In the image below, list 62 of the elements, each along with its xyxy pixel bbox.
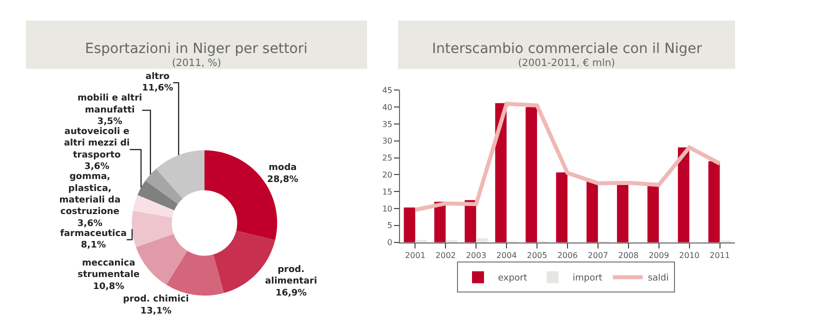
- line-series: [413, 102, 722, 212]
- y-tick-label: 15: [382, 187, 392, 196]
- bar: [556, 172, 568, 242]
- y-tick-label: 25: [382, 154, 392, 163]
- bar: [404, 208, 416, 242]
- bar: [526, 107, 538, 242]
- slice-label: gomma, plastica, materiali da costruzione: [59, 172, 121, 218]
- donut-slice: [132, 194, 174, 218]
- slice-label: meccanica strumentale: [78, 258, 140, 280]
- data-label: 8,1%: [80, 240, 106, 251]
- data-label: 13,1%: [140, 306, 172, 316]
- data-label: 10,8%: [92, 282, 124, 292]
- data-label: 3,6%: [84, 162, 110, 172]
- x-tick-label: 2004: [496, 250, 517, 260]
- bar: [616, 183, 628, 242]
- bar: [495, 103, 507, 242]
- x-tick-label: 2006: [557, 250, 578, 260]
- x-tick-label: 2001: [405, 250, 426, 260]
- legend-label: saldi: [648, 274, 669, 284]
- data-label: 11,6%: [142, 84, 174, 94]
- donut-slice: [156, 150, 204, 199]
- slice-label: farmaceutica: [60, 228, 127, 239]
- x-tick-label: 2010: [679, 250, 700, 260]
- x-tick-label: 2002: [436, 250, 456, 260]
- x-tick-label: 2009: [648, 250, 670, 260]
- slice-label: prod. alimentari: [265, 264, 318, 287]
- x-tick-label: 2005: [526, 250, 548, 260]
- chart-title: Interscambio commerciale con il Niger: [432, 41, 702, 57]
- x-tick-label: 2007: [588, 250, 608, 260]
- y-tick-label: 35: [382, 120, 392, 129]
- legend-label: export: [498, 274, 528, 284]
- donut-slice: [145, 168, 183, 204]
- data-label: 16,9%: [275, 288, 307, 298]
- donut-slice: [132, 210, 174, 248]
- slice-label: mobili e altri manufatti: [77, 94, 142, 116]
- bar: [678, 147, 690, 242]
- chart-title: Esportazioni in Niger per settori: [85, 41, 308, 57]
- data-label: 3,6%: [77, 218, 102, 229]
- y-tick-label: 20: [382, 170, 392, 180]
- x-tick-label: 2008: [618, 250, 639, 260]
- bar: [586, 181, 598, 242]
- y-tick-label: 10: [382, 204, 392, 214]
- legend-label: import: [572, 274, 603, 284]
- y-tick-label: 40: [382, 102, 392, 112]
- y-tick-label: 5: [387, 221, 392, 230]
- y-tick-label: 0: [387, 238, 392, 248]
- x-tick-label: 2011: [710, 250, 730, 260]
- donut-slice: [137, 180, 178, 210]
- slice-label: moda: [268, 163, 297, 174]
- slice-label: prod. chimici: [123, 294, 189, 305]
- slice-label: autoveicoli e altri mezzi di trasporto: [64, 126, 130, 160]
- y-tick-label: 45: [382, 86, 392, 96]
- chart-subtitle: (2001-2011, € mln): [518, 58, 616, 69]
- data-label: 28,8%: [267, 174, 298, 185]
- x-tick-label: 2003: [466, 250, 486, 260]
- chart-subtitle: (2011, %): [172, 58, 222, 69]
- data-label: 3,5%: [97, 116, 122, 127]
- bar: [647, 184, 659, 242]
- bar: [708, 161, 720, 242]
- slice-label: altro: [146, 72, 170, 82]
- y-tick-label: 30: [382, 136, 392, 146]
- donut-slice: [166, 250, 224, 296]
